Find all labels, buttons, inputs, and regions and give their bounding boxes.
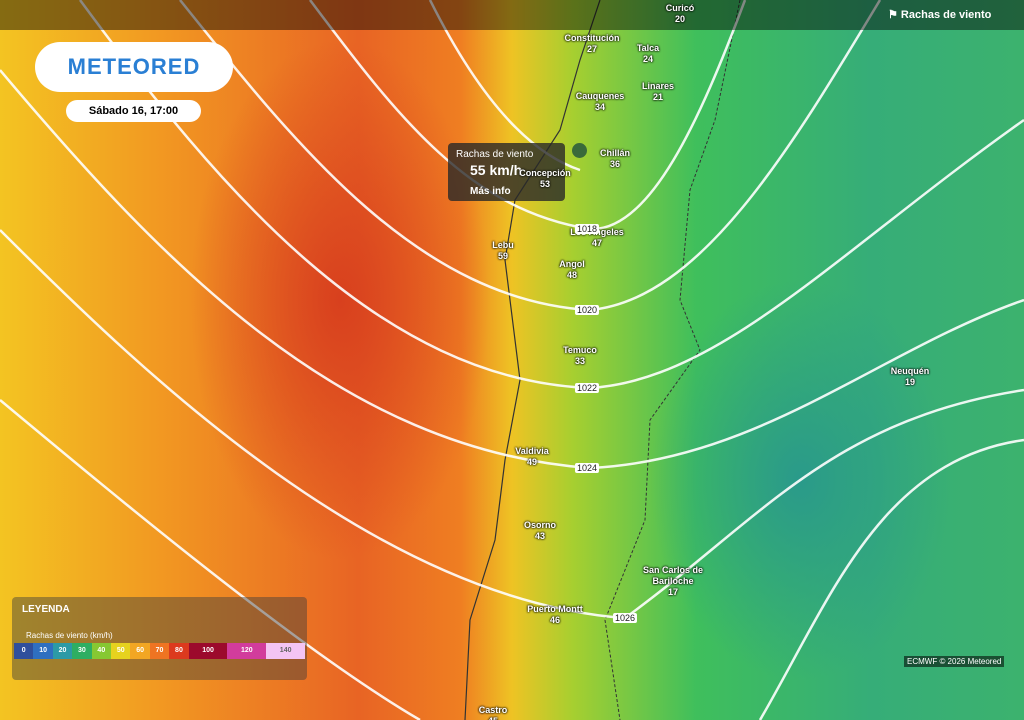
credit: ECMWF © 2026 Meteored [904, 656, 1005, 667]
legend: LEYENDA Rachas de viento (km/h) 0 10 20 30 4… [12, 597, 307, 680]
isobar-label: 1026 [612, 613, 638, 623]
date-pill: Sábado 16, 17:00 [66, 100, 201, 122]
city-name: Talca [636, 43, 660, 53]
city-name: Chillán [599, 148, 631, 158]
logo[interactable]: METEORED [35, 42, 233, 92]
city-name: Valdivia [515, 446, 549, 456]
city-label: Talca 24 [637, 43, 659, 65]
city-value: 24 [642, 54, 654, 64]
city-name: San Carlos de Bariloche [642, 565, 704, 586]
city-label: Cauquenes 34 [576, 91, 625, 113]
legend-swatch: 60 [130, 643, 150, 659]
city-label: Angol 48 [559, 259, 585, 281]
city-name: Concepción [519, 168, 571, 178]
legend-value: 120 [241, 647, 253, 654]
city-label: Puerto Montt 46 [527, 604, 583, 626]
legend-value: 100 [202, 647, 214, 654]
city-label: Chillán 36 [600, 148, 630, 170]
legend-swatch: 50 [111, 643, 131, 659]
legend-swatch: 140 [266, 643, 306, 659]
city-value: 36 [609, 159, 621, 169]
legend-value: 140 [279, 647, 292, 654]
city-label: Curicó 20 [666, 3, 695, 25]
isobar-label: 1024 [574, 463, 600, 473]
city-name: Linares [641, 81, 675, 91]
city-value: 53 [539, 179, 551, 189]
legend-swatch: 100 [188, 643, 228, 659]
legend-swatch: 20 [52, 643, 73, 659]
legend-value: 70 [155, 647, 164, 654]
layer-title[interactable]: ⚑ Rachas de viento [888, 9, 992, 21]
city-value: 46 [549, 615, 560, 625]
city-value: 59 [497, 251, 508, 261]
city-label: Osorno 43 [524, 520, 556, 542]
isobar-label: 1020 [574, 305, 600, 315]
city-value: 33 [574, 356, 585, 366]
city-name: Castro [478, 705, 508, 715]
location-dot [572, 143, 587, 158]
city-name: Temuco [563, 345, 597, 355]
legend-value: 20 [58, 647, 67, 654]
popup-title: Rachas de viento [456, 149, 534, 160]
city-name: Constitución [564, 33, 620, 43]
city-label: Valdivia 49 [515, 446, 549, 468]
city-label: Temuco 33 [563, 345, 597, 367]
city-name: Curicó [665, 3, 695, 13]
city-name: Lebu [492, 240, 514, 250]
city-label: Linares 21 [642, 81, 674, 103]
legend-subtitle: Rachas de viento (km/h) [26, 631, 113, 640]
legend-scale: 0 10 20 30 40 50 60 70 80 100 120 140 [14, 643, 306, 659]
legend-value: 80 [175, 647, 183, 654]
city-value: 19 [904, 377, 916, 387]
legend-swatch: 80 [169, 643, 189, 659]
city-name: Puerto Montt [527, 604, 583, 614]
city-name: Osorno [523, 520, 557, 530]
legend-value: 60 [136, 647, 145, 654]
city-label: San Carlos de Bariloche 17 [636, 565, 711, 598]
city-value: 34 [594, 102, 606, 112]
city-label: Neuquén 19 [891, 366, 930, 388]
city-value: 49 [526, 457, 537, 467]
city-name: Cauquenes [575, 91, 625, 101]
legend-swatch: 120 [227, 643, 267, 659]
legend-value: 50 [116, 647, 125, 654]
legend-value: 0 [21, 647, 26, 654]
legend-value: 10 [39, 647, 47, 654]
city-label: Lebu 59 [492, 240, 514, 262]
isobar-label: 1018 [574, 224, 600, 234]
city-value: 43 [534, 531, 546, 541]
legend-swatch: 70 [149, 643, 170, 659]
popup: Rachas de viento 55 km/h Más info [448, 143, 565, 201]
isobar-label: 1022 [574, 383, 600, 393]
city-value: 21 [652, 92, 664, 102]
city-label: Castro45 [479, 705, 508, 720]
city-value: 48 [566, 270, 577, 280]
city-name: Neuquén [890, 366, 930, 376]
legend-title: LEYENDA [22, 604, 70, 615]
popup-value: 55 km/h [470, 162, 523, 178]
legend-swatch: 40 [91, 643, 112, 659]
legend-swatch: 10 [33, 643, 53, 659]
legend-value: 30 [78, 647, 86, 654]
layer-name: Rachas de viento [900, 9, 992, 21]
city-value: 45 [479, 716, 508, 720]
city-label: Concepción 53 [519, 168, 571, 190]
popup-link[interactable]: Más info [470, 186, 511, 197]
legend-swatch: 0 [14, 643, 34, 659]
legend-swatch: 30 [72, 643, 92, 659]
city-value: 17 [667, 587, 678, 597]
city-value: 47 [591, 238, 603, 248]
city-label: Constitución 27 [565, 33, 620, 55]
legend-value: 40 [97, 647, 106, 654]
city-value: 27 [586, 44, 597, 54]
city-name: Angol [559, 259, 585, 269]
city-value: 20 [674, 14, 686, 24]
